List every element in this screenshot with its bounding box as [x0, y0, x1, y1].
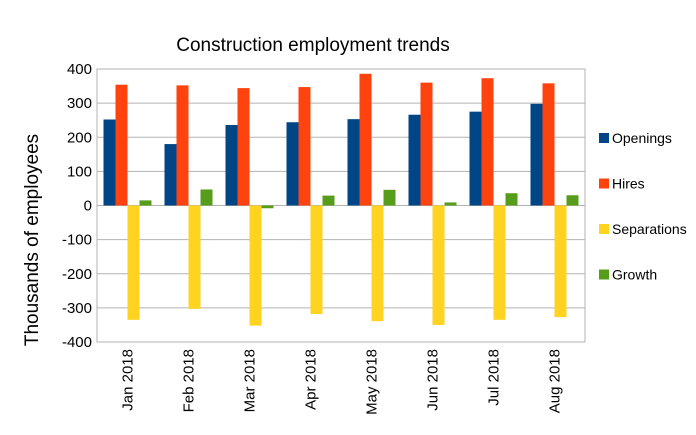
x-tick-label: Aug 2018	[547, 349, 564, 413]
bar-hires-3	[298, 87, 311, 206]
y-tick-label: -200	[62, 266, 92, 283]
bar-separations-6	[493, 205, 506, 320]
bar-hires-1	[176, 85, 189, 206]
bar-hires-4	[359, 73, 372, 206]
bar-separations-4	[371, 205, 384, 322]
x-tick-label: May 2018	[364, 349, 381, 415]
x-tick-label: Jan 2018	[120, 349, 137, 411]
bar-separations-1	[188, 205, 201, 309]
y-tick-label: 0	[84, 198, 92, 215]
legend-swatch-openings	[599, 133, 609, 143]
legend-label-openings: Openings	[612, 130, 672, 146]
y-tick-label: 200	[67, 129, 92, 146]
bar-growth-1	[200, 189, 213, 206]
y-tick-label: -100	[62, 232, 92, 249]
bar-separations-0	[127, 205, 140, 320]
y-tick-label: 100	[67, 163, 92, 180]
bar-separations-2	[249, 205, 262, 326]
bar-hires-5	[420, 82, 433, 206]
bar-hires-2	[237, 88, 250, 206]
legend-label-separations: Separations	[612, 221, 687, 237]
bar-openings-0	[103, 119, 116, 206]
bar-growth-5	[444, 202, 457, 206]
bars-group	[103, 73, 579, 326]
x-tick-label: Apr 2018	[303, 349, 320, 410]
legend-swatch-growth	[599, 269, 609, 280]
chart-title: Construction employment trends	[176, 35, 450, 56]
bar-openings-7	[530, 103, 543, 206]
y-tick-label: -400	[62, 334, 92, 351]
y-tick-label: 400	[67, 61, 92, 78]
bar-openings-5	[408, 114, 421, 206]
bar-openings-4	[347, 119, 360, 206]
bar-growth-7	[566, 195, 579, 206]
y-tick-label: -300	[62, 300, 92, 317]
bar-growth-0	[139, 200, 152, 206]
legend: Openings Hires Separations Growth	[599, 130, 687, 283]
legend-label-growth: Growth	[612, 267, 657, 283]
legend-swatch-hires	[599, 178, 609, 189]
bar-growth-2	[261, 205, 274, 209]
legend-label-hires: Hires	[612, 176, 645, 192]
x-tick-label: Feb 2018	[181, 349, 198, 412]
bar-separations-7	[554, 205, 567, 318]
bar-growth-6	[505, 193, 518, 206]
bar-separations-3	[310, 205, 323, 315]
bar-growth-3	[322, 195, 335, 206]
x-tick-labels: Jan 2018 Feb 2018 Mar 2018 Apr 2018 May 2018…	[120, 349, 564, 415]
x-tick-label: Jul 2018	[486, 349, 503, 406]
bar-openings-6	[469, 111, 482, 206]
bar-hires-0	[115, 84, 128, 206]
plot-area	[96, 68, 586, 343]
bar-openings-2	[225, 124, 238, 206]
bar-separations-5	[432, 205, 445, 325]
y-tick-label: 300	[67, 95, 92, 112]
legend-swatch-separations	[599, 224, 609, 234]
x-tick-label: Mar 2018	[242, 349, 259, 412]
bar-openings-3	[286, 122, 299, 206]
y-axis-label: Thousands of employees	[22, 134, 43, 346]
bar-hires-6	[481, 78, 494, 206]
bar-openings-1	[164, 144, 177, 206]
plot-border	[96, 68, 586, 343]
bar-hires-7	[542, 83, 555, 206]
bar-growth-4	[383, 189, 396, 206]
x-tick-label: Jun 2018	[425, 349, 442, 411]
y-tick-labels: 400 300 200 100 0 -100 -200 -300 -400	[62, 61, 92, 351]
